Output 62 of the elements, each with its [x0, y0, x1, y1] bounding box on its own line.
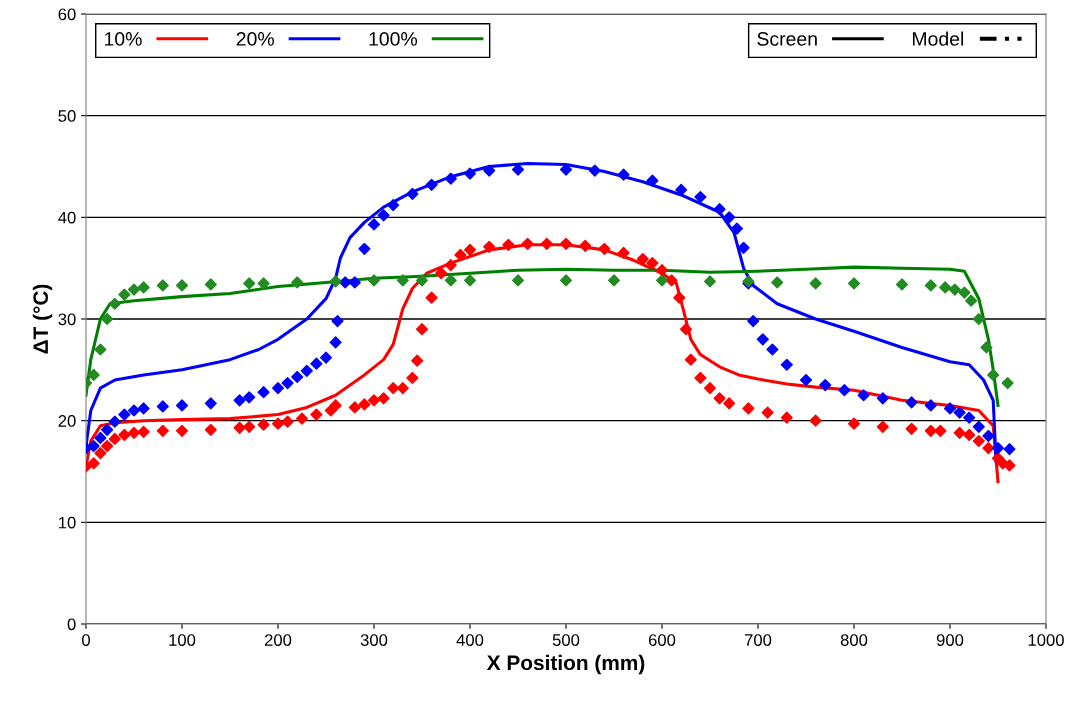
- point: [771, 276, 784, 289]
- point: [463, 274, 477, 287]
- x-tick-label: 600: [648, 634, 676, 646]
- point: [101, 312, 114, 326]
- point: [291, 276, 304, 289]
- point: [511, 274, 525, 287]
- legend-label: 20%: [236, 32, 274, 46]
- point: [257, 277, 270, 290]
- legend-label: 10%: [104, 32, 142, 46]
- point: [243, 277, 256, 290]
- x-tick-label: 200: [264, 634, 292, 646]
- point: [396, 274, 409, 287]
- point: [559, 274, 573, 287]
- point: [924, 279, 937, 292]
- x-tick-label: 400: [456, 634, 484, 646]
- point: [939, 281, 952, 294]
- point: [118, 288, 131, 301]
- point: [847, 277, 861, 290]
- x-tick-label: 500: [552, 634, 580, 646]
- point: [809, 277, 822, 290]
- y-tick-label: 50: [58, 110, 76, 122]
- point: [87, 368, 100, 381]
- x-tick-label: 800: [840, 634, 868, 646]
- y-axis-title: ΔT (°C): [32, 284, 53, 354]
- y-tick-label: 60: [58, 8, 76, 21]
- x-tick-label: 700: [744, 634, 772, 646]
- point: [655, 274, 669, 287]
- point: [415, 274, 429, 287]
- y-tick-label: 10: [59, 516, 76, 529]
- x-tick-label: 0: [82, 634, 90, 646]
- point: [965, 294, 978, 307]
- point: [980, 341, 993, 354]
- point: [175, 279, 189, 292]
- y-tick-label: 40: [58, 211, 76, 224]
- y-tick-label: 0: [67, 618, 76, 631]
- line-series: [86, 265, 1000, 407]
- point: [444, 274, 457, 287]
- point: [948, 283, 961, 296]
- point: [367, 274, 381, 287]
- point: [703, 275, 717, 288]
- point: [987, 368, 1000, 381]
- point: [137, 281, 150, 294]
- point: [329, 275, 342, 288]
- x-tick-label: 100: [169, 634, 196, 646]
- y-tick-label: 20: [58, 415, 76, 427]
- x-tick-label: 900: [936, 634, 964, 646]
- x-tick-label: 1000: [1028, 634, 1064, 646]
- legend-label: Model: [912, 31, 964, 46]
- legend-label: Screen: [757, 32, 817, 46]
- x-tick-label: 300: [360, 634, 388, 646]
- point: [156, 279, 169, 292]
- point: [607, 274, 621, 287]
- point: [958, 286, 971, 299]
- point: [972, 312, 985, 326]
- point: [1001, 376, 1014, 390]
- legend-label: 100%: [369, 32, 418, 46]
- x-axis-title: X Position (mm): [486, 654, 645, 675]
- point: [108, 297, 121, 310]
- point: [895, 278, 909, 291]
- point: [94, 343, 107, 356]
- y-tick-label: 30: [58, 313, 76, 326]
- point: [204, 278, 217, 291]
